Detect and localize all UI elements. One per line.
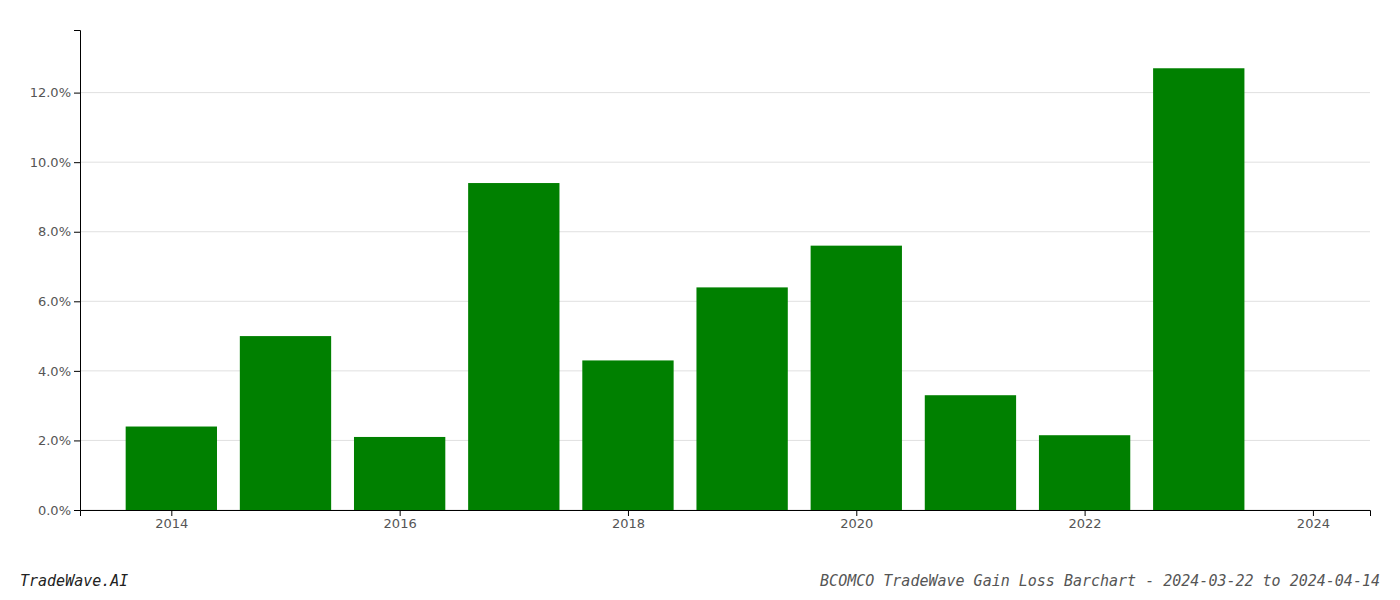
x-tick-mark — [171, 510, 172, 516]
bar — [925, 395, 1016, 510]
x-tick-mark — [1085, 510, 1086, 516]
y-tick: 0.0% — [38, 503, 80, 518]
watermark: TradeWave.AI — [20, 572, 128, 590]
bar — [811, 246, 902, 510]
y-tick-mark — [74, 510, 80, 511]
x-tick: 2014 — [155, 510, 188, 531]
x-tick-label: 2018 — [612, 516, 645, 531]
y-tick-label: 8.0% — [38, 224, 71, 239]
bar — [1039, 435, 1130, 510]
x-tick-mark — [628, 510, 629, 516]
y-tick-label: 12.0% — [30, 85, 71, 100]
chart: 2014 2016 2018 2020 2022 2024 0.0% 2.0% 4.0% 6.0%… — [0, 0, 1400, 600]
y-tick-label: 10.0% — [30, 155, 71, 170]
bar — [354, 437, 445, 510]
y-axis-line — [74, 31, 81, 511]
x-tick-label: 2020 — [840, 516, 873, 531]
y-tick-label: 4.0% — [38, 364, 71, 379]
x-tick-label: 2016 — [384, 516, 417, 531]
x-tick-label: 2014 — [155, 516, 188, 531]
y-tick-label: 6.0% — [38, 294, 71, 309]
plot-area: 2014 2016 2018 2020 2022 2024 0.0% 2.0% 4.0% 6.0%… — [30, 31, 1371, 532]
x-tick: 2024 — [1297, 510, 1330, 531]
y-tick-mark — [74, 232, 80, 233]
y-tick-mark — [74, 440, 80, 441]
x-tick-label: 2024 — [1297, 516, 1330, 531]
x-tick-mark — [856, 510, 857, 516]
x-tick: 2018 — [612, 510, 645, 531]
bar — [582, 360, 673, 510]
bar — [468, 183, 559, 510]
y-tick-mark — [74, 371, 80, 372]
x-axis-line — [81, 511, 1371, 517]
y-tick-mark — [74, 301, 80, 302]
bar — [240, 336, 331, 510]
y-tick-label: 2.0% — [38, 433, 71, 448]
y-axis: 0.0% 2.0% 4.0% 6.0% 8.0% 10.0% 12.0% — [30, 31, 81, 518]
bar — [126, 427, 217, 510]
x-axis: 2014 2016 2018 2020 2022 2024 — [81, 510, 1371, 531]
bar — [696, 287, 787, 510]
x-tick: 2020 — [840, 510, 873, 531]
y-tick: 4.0% — [38, 364, 80, 379]
x-tick-mark — [400, 510, 401, 516]
y-tick: 12.0% — [30, 85, 80, 100]
title: BCOMCO TradeWave Gain Loss Barchart - 20… — [820, 572, 1380, 590]
x-tick: 2022 — [1069, 510, 1102, 531]
y-tick-mark — [74, 93, 80, 94]
y-tick: 10.0% — [30, 155, 80, 170]
y-tick-mark — [74, 162, 80, 163]
x-tick: 2016 — [384, 510, 417, 531]
y-tick: 6.0% — [38, 294, 80, 309]
x-tick-mark — [1313, 510, 1314, 516]
y-tick: 8.0% — [38, 224, 80, 239]
y-tick: 2.0% — [38, 433, 80, 448]
bar — [1153, 68, 1244, 510]
y-tick-label: 0.0% — [38, 503, 71, 518]
bars — [126, 68, 1245, 510]
x-tick-label: 2022 — [1069, 516, 1102, 531]
